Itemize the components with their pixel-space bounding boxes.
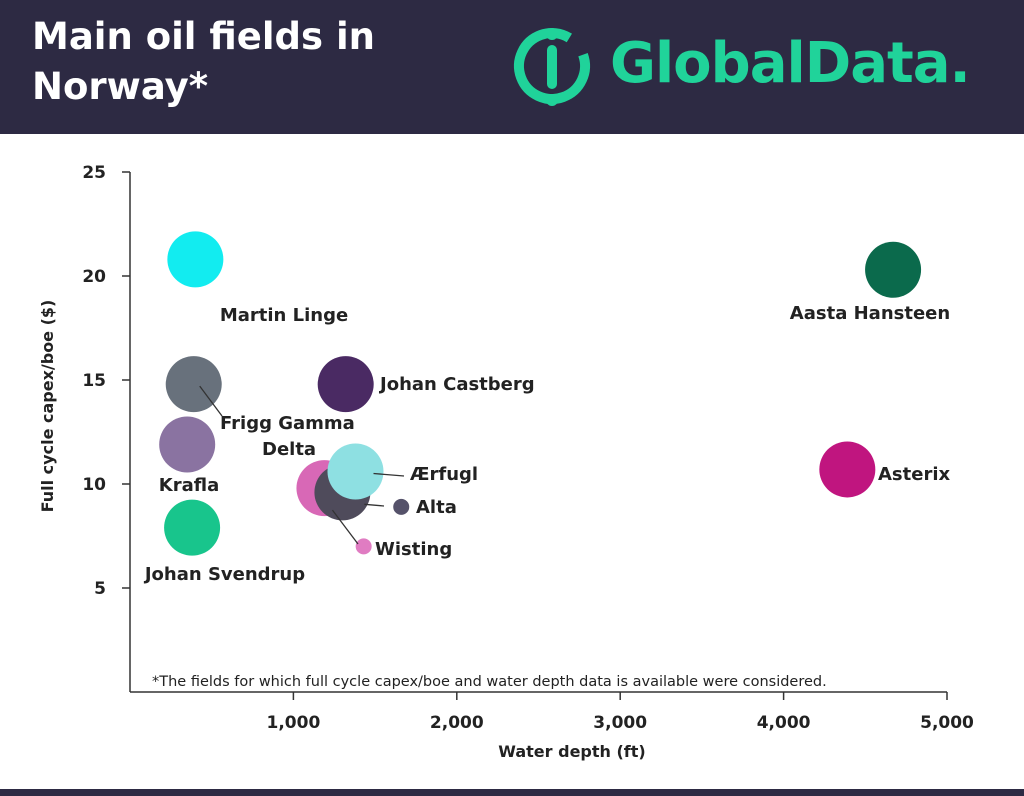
label-alta: Alta — [416, 497, 457, 518]
bubble-johan-svendrup — [164, 499, 221, 556]
bubble-aasta-hansteen — [865, 241, 922, 298]
x-tick-label: 4,000 — [757, 713, 811, 733]
label-asterix: Asterix — [878, 464, 951, 485]
page-title: Main oil fields in Norway* — [32, 15, 375, 108]
x-tick-label: 2,000 — [430, 713, 484, 733]
label-wisting: Wisting — [375, 539, 452, 560]
label-krafla: Krafla — [159, 475, 219, 496]
label-martin-linge: Martin Linge — [220, 305, 348, 326]
leader-wisting — [331, 509, 359, 545]
y-tick-label: 5 — [94, 579, 106, 599]
label-delta: Delta — [262, 439, 316, 460]
y-tick-label: 20 — [82, 267, 106, 287]
bubble-martin-linge — [167, 231, 224, 288]
x-tick-label: 1,000 — [267, 713, 321, 733]
brand-name: GlobalData. — [610, 31, 971, 96]
label-aasta-hansteen: Aasta Hansteen — [790, 303, 950, 324]
chart-bubbles — [159, 231, 922, 556]
y-tick-label: 25 — [82, 163, 106, 183]
bubble-johan-castberg — [317, 356, 374, 413]
leader-alta — [364, 503, 385, 507]
label-johan-svendrup: Johan Svendrup — [143, 564, 305, 585]
bubble--rfugl — [327, 443, 384, 500]
header-banner: Main oil fields in Norway* GlobalData. — [0, 0, 1024, 134]
x-tick-label: 3,000 — [593, 713, 647, 733]
globaldata-logo-icon — [514, 28, 590, 106]
label--rfugl: Ærfugl — [410, 464, 478, 485]
y-axis-title: Full cycle capex/boe ($) — [38, 300, 57, 513]
label-johan-castberg: Johan Castberg — [378, 374, 535, 395]
chart-footnote: *The fields for which full cycle capex/b… — [152, 674, 827, 690]
footer-bar — [0, 789, 1024, 796]
bubble-krafla — [159, 416, 216, 473]
x-tick-label: 5,000 — [920, 713, 974, 733]
chart-axes: 5 10 15 20 25 1,000 2,000 3,000 4,000 5,000 — [82, 163, 974, 733]
chart-leader-lines — [199, 385, 405, 545]
x-axis-title: Water depth (ft) — [498, 742, 645, 761]
chart-point-labels: Martin Linge Aasta Hansteen Johan Castberg… — [143, 303, 951, 585]
bubble-wisting — [355, 538, 372, 555]
bubble-frigg-gamma-delta — [165, 356, 222, 413]
bubble-asterix — [819, 441, 876, 498]
leader-aerfugl — [373, 472, 405, 477]
y-tick-label: 15 — [82, 371, 106, 391]
y-tick-label: 10 — [82, 475, 106, 495]
leader-frigg-gamma-delta — [199, 385, 223, 417]
brand-logo: GlobalData. — [510, 14, 1010, 114]
label-frigg-gamma: Frigg Gamma — [220, 413, 355, 434]
bubble-chart: 5 10 15 20 25 1,000 2,000 3,000 4,000 5,000 Marti… — [38, 163, 974, 761]
bubble-alta — [393, 498, 410, 515]
